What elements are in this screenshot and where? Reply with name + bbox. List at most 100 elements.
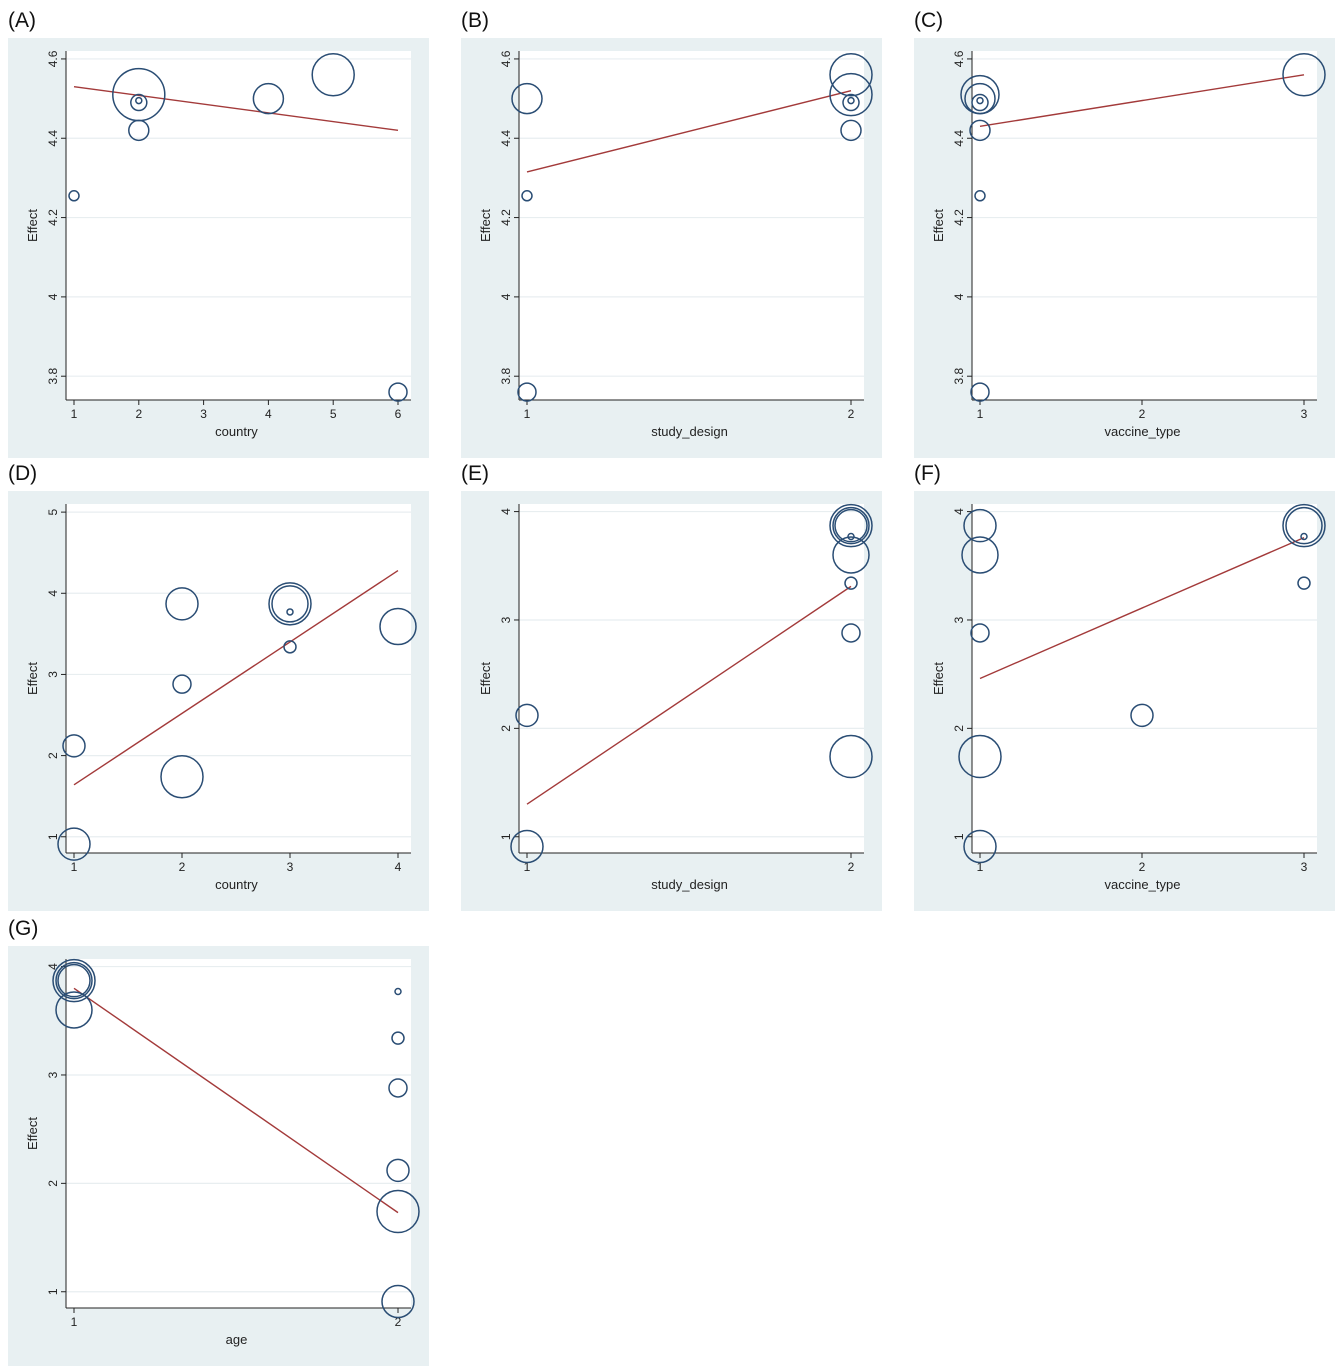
y-tick-label: 4 [46, 590, 60, 597]
x-tick-label: 2 [135, 407, 142, 421]
bubble-point [381, 1284, 415, 1319]
y-tick-label: 4 [952, 508, 966, 515]
bubble-point [55, 991, 93, 1029]
bubble-point [829, 503, 873, 548]
y-axis-title: Effect [478, 662, 493, 695]
bubble-point [847, 96, 855, 105]
bubble-point [62, 734, 86, 758]
bubble-point [832, 506, 870, 545]
bubble-point [1282, 503, 1326, 548]
bubble-point [379, 607, 417, 646]
y-tick-label: 3 [46, 671, 60, 678]
chart-f: 1 2 3 4 1 2 3 vaccine_type Effect [931, 503, 1326, 892]
bubble-point [961, 536, 999, 574]
x-tick-label: 6 [395, 407, 402, 421]
y-axis-title: Effect [478, 209, 493, 242]
bubble-point [128, 119, 150, 142]
y-tick-label: 3 [952, 616, 966, 623]
y-axis-title: Effect [25, 1117, 40, 1150]
x-tick-label: 4 [395, 860, 402, 874]
bubble-point [55, 961, 93, 1000]
plot-area [519, 51, 864, 400]
x-axis-title: country [215, 877, 258, 892]
x-tick-label: 5 [330, 407, 337, 421]
bubble-point [829, 72, 873, 117]
chart-g: 1 2 3 4 1 2 age Effect [25, 958, 420, 1347]
fit-line [73, 569, 399, 786]
x-tick-label: 1 [71, 860, 78, 874]
bubble-point [515, 703, 539, 728]
bubble-point [271, 585, 309, 623]
bubble-point [842, 93, 860, 112]
plot-area [66, 504, 411, 853]
panel-label-a: (A) [8, 9, 36, 32]
y-tick-label: 4.4 [499, 130, 513, 147]
y-tick-label: 2 [952, 725, 966, 732]
bubble-point [1297, 576, 1311, 590]
x-tick-label: 2 [179, 860, 186, 874]
y-tick-label: 4 [46, 293, 60, 300]
x-tick-label: 1 [524, 860, 531, 874]
y-tick-label: 4.2 [952, 209, 966, 226]
bubble-point [135, 96, 143, 105]
y-tick-label: 1 [46, 833, 60, 840]
x-axis-title: vaccine_type [1105, 877, 1181, 892]
y-tick-label: 3.8 [952, 368, 966, 385]
bubble-point [311, 53, 355, 97]
y-tick-label: 3.8 [46, 368, 60, 385]
fit-line [73, 85, 399, 132]
bubble-point [958, 734, 1002, 779]
bubble-point [963, 829, 997, 864]
bubble-point [971, 93, 989, 112]
bubble-point [841, 623, 861, 643]
y-tick-label: 4 [46, 963, 60, 970]
chart-e: 1 2 3 4 1 2 study_design Effect [478, 503, 873, 892]
x-tick-label: 1 [71, 1315, 78, 1329]
bubble-point [974, 190, 986, 202]
x-axis-title: vaccine_type [1105, 424, 1181, 439]
bubble-point [391, 1031, 405, 1045]
y-axis-title: Effect [931, 662, 946, 695]
x-tick-label: 3 [200, 407, 207, 421]
bubble-point [840, 119, 862, 142]
y-tick-label: 3.8 [499, 368, 513, 385]
bubble-point [963, 508, 997, 543]
bubble-point [1130, 703, 1154, 728]
y-tick-label: 2 [46, 752, 60, 759]
x-tick-label: 3 [1301, 860, 1308, 874]
x-tick-label: 1 [524, 407, 531, 421]
y-tick-label: 1 [46, 1288, 60, 1295]
bubble-point [521, 190, 533, 202]
y-tick-label: 4 [499, 293, 513, 300]
x-tick-label: 3 [1301, 407, 1308, 421]
bubble-point [252, 82, 285, 115]
bubble-point [68, 190, 80, 202]
chart-a: 3.8 4 4.2 4.4 4.6 1 2 3 4 5 6 country Effect [25, 50, 411, 439]
y-tick-label: 4.6 [499, 50, 513, 67]
plot-area [66, 51, 411, 400]
x-axis-title: study_design [651, 424, 728, 439]
y-tick-label: 3 [46, 1071, 60, 1078]
bubble-point [286, 608, 294, 616]
y-tick-label: 4.4 [46, 130, 60, 147]
panel-a: 3.8 4 4.2 4.4 4.6 1 2 3 4 5 6 country Effect [8, 38, 429, 458]
y-tick-label: 4 [499, 508, 513, 515]
panel-label-e: (E) [461, 462, 489, 485]
bubble-point [976, 96, 984, 105]
bubble-point [388, 1078, 408, 1098]
bubble-point [388, 382, 408, 402]
panel-g: 1 2 3 4 1 2 age Effect [8, 946, 429, 1366]
bubble-point [832, 536, 870, 574]
y-tick-label: 4.6 [46, 50, 60, 67]
y-tick-label: 2 [46, 1180, 60, 1187]
bubble-point [964, 82, 996, 115]
panel-c: 3.8 4 4.2 4.4 4.6 1 2 3 vaccine_type Effect [914, 38, 1335, 458]
y-axis-title: Effect [25, 662, 40, 695]
bubble-point [511, 82, 543, 115]
chart-c: 3.8 4 4.2 4.4 4.6 1 2 3 vaccine_type Effect [931, 50, 1326, 439]
x-tick-label: 1 [71, 407, 78, 421]
bubble-point [130, 93, 148, 112]
fit-line [526, 89, 852, 173]
bubble-point [834, 508, 868, 543]
bubble-point [160, 754, 204, 799]
